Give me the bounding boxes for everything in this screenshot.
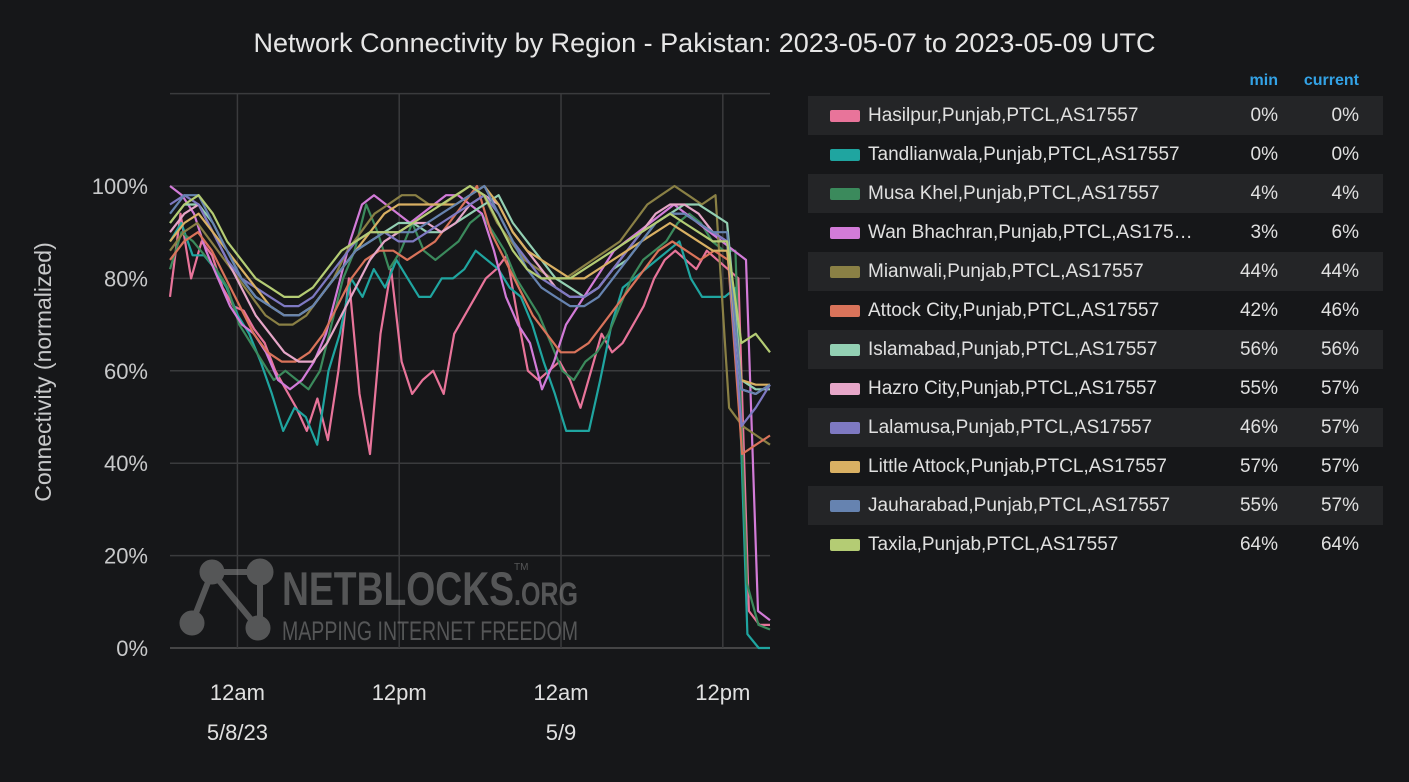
legend-label: Attock City,Punjab,PTCL,AS17557 <box>868 299 1160 321</box>
legend-swatch <box>830 304 860 317</box>
y-tick-label: 20% <box>104 544 148 569</box>
watermark-brand: NETBLOCKS <box>282 562 514 615</box>
legend-label: Hasilpur,Punjab,PTCL,AS17557 <box>868 104 1139 126</box>
legend-swatch <box>830 187 860 200</box>
legend-swatch <box>830 460 860 473</box>
legend-swatch <box>830 343 860 356</box>
watermark-tld: .ORG <box>514 576 578 612</box>
legend-swatch <box>830 148 860 161</box>
legend-current-value: 44% <box>1320 260 1359 282</box>
legend-current-value: 0% <box>1331 143 1359 165</box>
legend-swatch <box>830 382 860 395</box>
legend-label: Hazro City,Punjab,PTCL,AS17557 <box>868 377 1158 399</box>
legend-current-value: 4% <box>1331 182 1359 204</box>
legend-swatch <box>830 226 860 239</box>
y-axis-label: Connectivity (normalized) <box>30 242 56 501</box>
legend-item[interactable]: Hasilpur,Punjab,PTCL,AS17557 0% 0% <box>808 96 1383 135</box>
legend-rows: Hasilpur,Punjab,PTCL,AS17557 0% 0% Tandlian… <box>808 96 1383 564</box>
legend-current-value: 57% <box>1320 494 1359 516</box>
legend-min-value: 4% <box>1250 182 1278 204</box>
legend-min-value: 0% <box>1250 104 1278 126</box>
x-tick-label: 12am <box>210 680 265 705</box>
y-tick-label: 40% <box>104 451 148 476</box>
series-line <box>169 221 770 650</box>
legend-item[interactable]: Hazro City,Punjab,PTCL,AS17557 55% 57% <box>808 369 1383 408</box>
x-tick-sublabel: 5/9 <box>546 720 577 745</box>
legend-label: Islamabad,Punjab,PTCL,AS17557 <box>868 338 1158 360</box>
watermark-tagline: MAPPING INTERNET FREEDOM <box>282 616 578 646</box>
series-line <box>168 203 771 631</box>
y-tick-label: 0% <box>116 636 148 661</box>
legend-label: Lalamusa,Punjab,PTCL,AS17557 <box>868 416 1153 438</box>
legend-min-value: 42% <box>1239 299 1278 321</box>
series-line <box>168 212 770 627</box>
legend-current-value: 56% <box>1320 338 1359 360</box>
legend-min-value: 55% <box>1239 377 1278 399</box>
legend-swatch <box>830 538 860 551</box>
x-tick-label: 12pm <box>695 680 750 705</box>
legend-label: Musa Khel,Punjab,PTCL,AS17557 <box>868 182 1160 204</box>
legend-label: Taxila,Punjab,PTCL,AS17557 <box>868 533 1119 555</box>
grid <box>170 92 770 649</box>
legend-current-value: 57% <box>1320 377 1359 399</box>
legend-item[interactable]: Mianwali,Punjab,PTCL,AS17557 44% 44% <box>808 252 1383 291</box>
legend-current-value: 0% <box>1331 104 1359 126</box>
chart-title: Network Connectivity by Region - Pakista… <box>253 28 1156 58</box>
x-tick-label: 12am <box>533 680 588 705</box>
legend-item[interactable]: Musa Khel,Punjab,PTCL,AS17557 4% 4% <box>808 174 1383 213</box>
legend-label: Little Attock,Punjab,PTCL,AS17557 <box>868 455 1167 477</box>
x-tick-label: 12pm <box>372 680 427 705</box>
y-tick-label: 80% <box>104 266 148 291</box>
legend-min-value: 3% <box>1250 221 1278 243</box>
legend-label: Mianwali,Punjab,PTCL,AS17557 <box>868 260 1144 282</box>
legend-min-value: 55% <box>1239 494 1278 516</box>
legend-label: Tandlianwala,Punjab,PTCL,AS17557 <box>868 143 1180 165</box>
legend-item[interactable]: Tandlianwala,Punjab,PTCL,AS17557 0% 0% <box>808 135 1383 174</box>
legend-min-header[interactable]: min <box>1249 72 1278 89</box>
legend-current-value: 57% <box>1320 455 1359 477</box>
legend-current-value: 6% <box>1331 221 1359 243</box>
legend-label: Jauharabad,Punjab,PTCL,AS17557 <box>868 494 1171 516</box>
legend-item[interactable]: Jauharabad,Punjab,PTCL,AS17557 55% 57% <box>808 486 1383 525</box>
series-line <box>169 184 770 386</box>
legend-swatch <box>830 421 860 434</box>
legend-item[interactable]: Little Attock,Punjab,PTCL,AS17557 57% 57% <box>808 447 1383 486</box>
connectivity-chart: 100% 80% 60% 40% 20% 0% 12am 5/8/23 12pm 12am 5/9… <box>30 92 771 745</box>
legend-item[interactable]: Wan Bhachran,Punjab,PTCL,AS175… 3% 6% <box>808 213 1383 252</box>
legend-item[interactable]: Lalamusa,Punjab,PTCL,AS17557 46% 57% <box>808 408 1383 447</box>
legend-label: Wan Bhachran,Punjab,PTCL,AS175… <box>868 221 1193 243</box>
legend-item[interactable]: Islamabad,Punjab,PTCL,AS17557 56% 56% <box>808 330 1383 369</box>
x-tick-sublabel: 5/8/23 <box>207 720 268 745</box>
legend-swatch <box>830 265 860 278</box>
netblocks-watermark: NETBLOCKS TM .ORG MAPPING INTERNET FREED… <box>179 558 578 646</box>
legend-current-value: 57% <box>1320 416 1359 438</box>
netblocks-logo-icon <box>179 558 274 641</box>
x-axis: 12am 5/8/23 12pm 12am 5/9 12pm <box>207 680 751 745</box>
legend: min current Hasilpur,Punjab,PTCL,AS17557… <box>808 68 1383 564</box>
legend-current-header[interactable]: current <box>1303 72 1359 89</box>
legend-min-value: 57% <box>1239 455 1278 477</box>
legend-min-value: 46% <box>1239 416 1278 438</box>
legend-min-value: 56% <box>1239 338 1278 360</box>
legend-header: min current <box>808 68 1383 96</box>
y-tick-label: 100% <box>92 174 148 199</box>
watermark-tm: TM <box>514 562 528 573</box>
legend-current-value: 46% <box>1320 299 1359 321</box>
series-lines <box>168 184 771 650</box>
y-axis: 100% 80% 60% 40% 20% 0% <box>92 174 148 661</box>
legend-swatch <box>830 499 860 512</box>
legend-item[interactable]: Attock City,Punjab,PTCL,AS17557 42% 46% <box>808 291 1383 330</box>
legend-item[interactable]: Taxila,Punjab,PTCL,AS17557 64% 64% <box>808 525 1383 564</box>
series-line <box>169 184 771 353</box>
legend-current-value: 64% <box>1320 533 1359 555</box>
y-tick-label: 60% <box>104 359 148 384</box>
legend-min-value: 64% <box>1239 533 1278 555</box>
legend-swatch <box>830 109 860 122</box>
legend-min-value: 0% <box>1250 143 1278 165</box>
legend-min-value: 44% <box>1239 260 1278 282</box>
